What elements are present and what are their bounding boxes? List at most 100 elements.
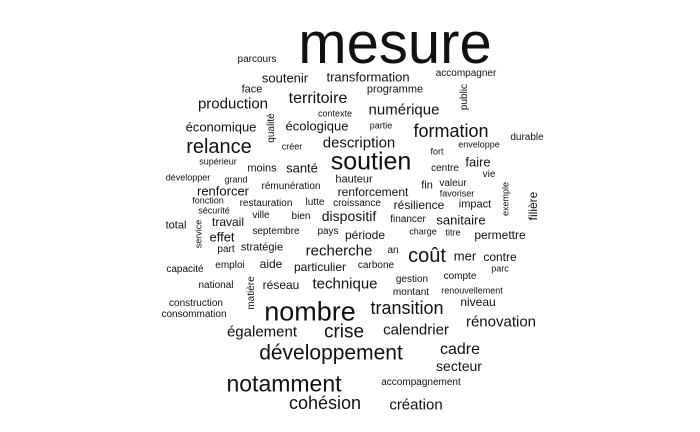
word-titre: titre xyxy=(445,227,461,238)
word-qualite: qualité xyxy=(266,113,277,143)
word-creation: création xyxy=(389,396,443,414)
word-effet: effet xyxy=(209,229,235,245)
word-remuneration: rémunération xyxy=(261,181,321,192)
word-ville: ville xyxy=(252,210,270,221)
word-calendrier: calendrier xyxy=(383,321,449,339)
word-formation: formation xyxy=(413,121,489,141)
word-grand: grand xyxy=(224,174,248,185)
word-pays: pays xyxy=(317,226,339,237)
word-permettre: permettre xyxy=(474,228,526,242)
word-description: description xyxy=(322,134,396,152)
word-reseau: réseau xyxy=(262,278,300,292)
word-periode: période xyxy=(344,228,386,242)
word-compte: compte xyxy=(443,271,477,282)
word-transformation: transformation xyxy=(326,69,410,85)
word-travail: travail xyxy=(211,215,245,229)
word-service: service xyxy=(193,219,204,249)
word-restauration: restauration xyxy=(239,198,293,209)
word-emploi: emploi xyxy=(215,260,245,271)
word-crise: crise xyxy=(323,321,365,343)
word-numerique: numérique xyxy=(368,101,440,119)
word-contre: contre xyxy=(483,250,517,264)
word-lutte: lutte xyxy=(305,197,325,208)
word-charge: charge xyxy=(409,226,437,237)
word-resilience: résilience xyxy=(393,198,445,212)
word-renforcement: renforcement xyxy=(337,185,409,199)
word-transition: transition xyxy=(370,298,444,318)
word-renovation: rénovation xyxy=(465,313,537,331)
word-superieur: supérieur xyxy=(199,156,237,167)
word-sanitaire: sanitaire xyxy=(436,212,486,228)
word-contexte: contexte xyxy=(317,108,353,119)
word-renforcer: renforcer xyxy=(196,183,250,199)
word-part: part xyxy=(217,244,235,255)
word-notamment: notamment xyxy=(226,370,342,397)
word-gestion: gestion xyxy=(395,274,429,285)
word-parc: parc xyxy=(491,263,509,274)
word-bien: bien xyxy=(291,211,311,222)
word-vie: vie xyxy=(482,169,496,180)
word-territoire: territoire xyxy=(288,90,348,107)
word-an: an xyxy=(387,245,399,256)
word-developpement: développement xyxy=(259,341,403,365)
word-montant: montant xyxy=(392,287,430,298)
word-cohesion: cohésion xyxy=(288,393,362,413)
word-secteur: secteur xyxy=(436,358,482,374)
word-exemple: exemple xyxy=(500,181,511,217)
word-relance: relance xyxy=(186,136,252,158)
word-hauteur: hauteur xyxy=(335,173,373,186)
word-particulier: particulier xyxy=(293,260,347,274)
word-securite: sécurité xyxy=(198,205,230,216)
word-production: production xyxy=(197,95,269,113)
word-creer: créer xyxy=(281,141,303,152)
word-accompagnement: accompagnement xyxy=(381,377,461,388)
word-fin: fin xyxy=(421,179,433,192)
word-aide: aide xyxy=(259,257,283,271)
word-programme: programme xyxy=(366,83,424,96)
word-renouvellement: renouvellement xyxy=(441,285,503,296)
word-mer: mer xyxy=(453,248,477,264)
word-moins: moins xyxy=(247,162,277,175)
word-durable: durable xyxy=(510,132,544,143)
word-matiere: matière xyxy=(246,276,257,310)
word-ecologique: écologique xyxy=(285,118,349,134)
word-favoriser: favoriser xyxy=(439,188,475,199)
word-faire: faire xyxy=(465,154,491,170)
word-carbone: carbone xyxy=(357,260,395,271)
word-technique: technique xyxy=(312,275,378,293)
word-croissance: croissance xyxy=(333,198,381,209)
word-soutien: soutien xyxy=(330,147,412,176)
word-sante: santé xyxy=(286,160,318,176)
word-public: public xyxy=(459,83,470,111)
word-nombre: nombre xyxy=(264,296,356,327)
word-soutenir: soutenir xyxy=(261,70,309,86)
word-egalement: également xyxy=(226,323,298,341)
word-recherche: recherche xyxy=(305,242,373,260)
word-total: total xyxy=(165,219,187,232)
word-dispositif: dispositif xyxy=(321,208,377,224)
word-fort: fort xyxy=(430,146,444,157)
word-capacite: capacité xyxy=(166,264,204,275)
word-enveloppe: enveloppe xyxy=(458,139,500,150)
word-centre: centre xyxy=(431,163,459,174)
word-developper: développer xyxy=(165,172,211,183)
word-mesure: mesure xyxy=(298,11,492,76)
word-cadre: cadre xyxy=(439,341,481,358)
word-financer: financer xyxy=(390,214,426,225)
word-construction: construction xyxy=(169,298,223,309)
word-national: national xyxy=(198,280,234,291)
word-impact: impact xyxy=(458,198,492,211)
word-face: face xyxy=(241,83,263,96)
word-strategie: stratégie xyxy=(240,241,284,254)
word-niveau: niveau xyxy=(460,295,496,309)
word-economique: économique xyxy=(185,119,257,135)
word-valeur: valeur xyxy=(439,178,467,189)
word-accompagner: accompagner xyxy=(435,68,497,79)
word-partie: partie xyxy=(369,120,393,131)
word-filiere: filière xyxy=(526,191,540,221)
word-fonction: fonction xyxy=(192,195,224,206)
word-consommation: consommation xyxy=(161,309,227,320)
word-parcours: parcours xyxy=(237,54,277,65)
word-septembre: septembre xyxy=(252,226,300,237)
